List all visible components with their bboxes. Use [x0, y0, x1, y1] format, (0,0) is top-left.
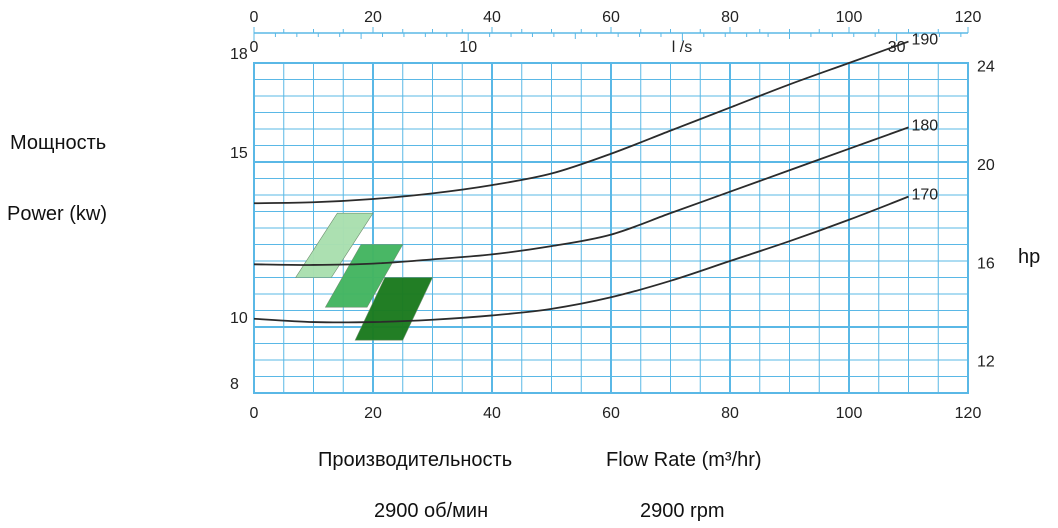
speed-label-ru: 2900 об/мин — [374, 500, 489, 522]
ls-tick-label: 10 — [459, 39, 477, 56]
x-axis-label-ru: Производительность — [318, 449, 513, 471]
x-tick-label: 80 — [721, 405, 739, 422]
power-curves: 190 180 170 — [253, 32, 939, 324]
curve-label-170: 170 — [912, 187, 939, 204]
speed-label-en: 2900 rpm — [640, 500, 725, 522]
y-tick-label: 18 — [230, 46, 248, 63]
top-x-tick-label: 100 — [836, 9, 863, 26]
y-tick-label: 10 — [230, 310, 248, 327]
curve-190 — [253, 40, 909, 205]
chart-grid — [253, 27, 969, 394]
top-x-tick-label: 40 — [483, 9, 501, 26]
curve-170 — [253, 195, 909, 324]
x-tick-label: 120 — [955, 405, 982, 422]
ls-tick-label: 30 — [888, 39, 906, 56]
operating-regions — [295, 212, 433, 341]
x-tick-label: 60 — [602, 405, 620, 422]
x-tick-label: 100 — [836, 405, 863, 422]
top-x-tick-label: 0 — [250, 9, 259, 26]
hp-tick-label: 24 — [977, 58, 995, 75]
operating-region-2 — [324, 244, 404, 308]
curve-label-190: 190 — [912, 32, 939, 49]
hp-tick-label: 16 — [977, 255, 995, 272]
x-tick-label: 0 — [250, 405, 259, 422]
plot-frame — [253, 62, 969, 394]
curve-label-180: 180 — [912, 117, 939, 134]
y-axis-label-ru: Мощность — [10, 132, 107, 154]
y-tick-label: 8 — [230, 376, 239, 393]
curve-180 — [253, 126, 909, 266]
hp-tick-label: 12 — [977, 354, 995, 371]
x-axis-label-en: Flow Rate (m³/hr) — [606, 449, 762, 471]
x-tick-label: 20 — [364, 405, 382, 422]
operating-region-3 — [354, 277, 433, 341]
top-x-tick-label: 120 — [955, 9, 982, 26]
x-tick-label: 40 — [483, 405, 501, 422]
hp-axis-label: hp — [1018, 246, 1041, 268]
ls-unit-label: l /s — [672, 39, 692, 56]
hp-tick-label: 20 — [977, 157, 995, 174]
operating-region-1 — [295, 212, 374, 278]
y-axis-label-en: Power (kw) — [7, 203, 108, 225]
y-tick-label: 15 — [230, 145, 248, 162]
ls-tick-label: 0 — [250, 39, 259, 56]
top-x-tick-label: 60 — [602, 9, 620, 26]
top-x-tick-label: 80 — [721, 9, 739, 26]
top-x-tick-label: 20 — [364, 9, 382, 26]
